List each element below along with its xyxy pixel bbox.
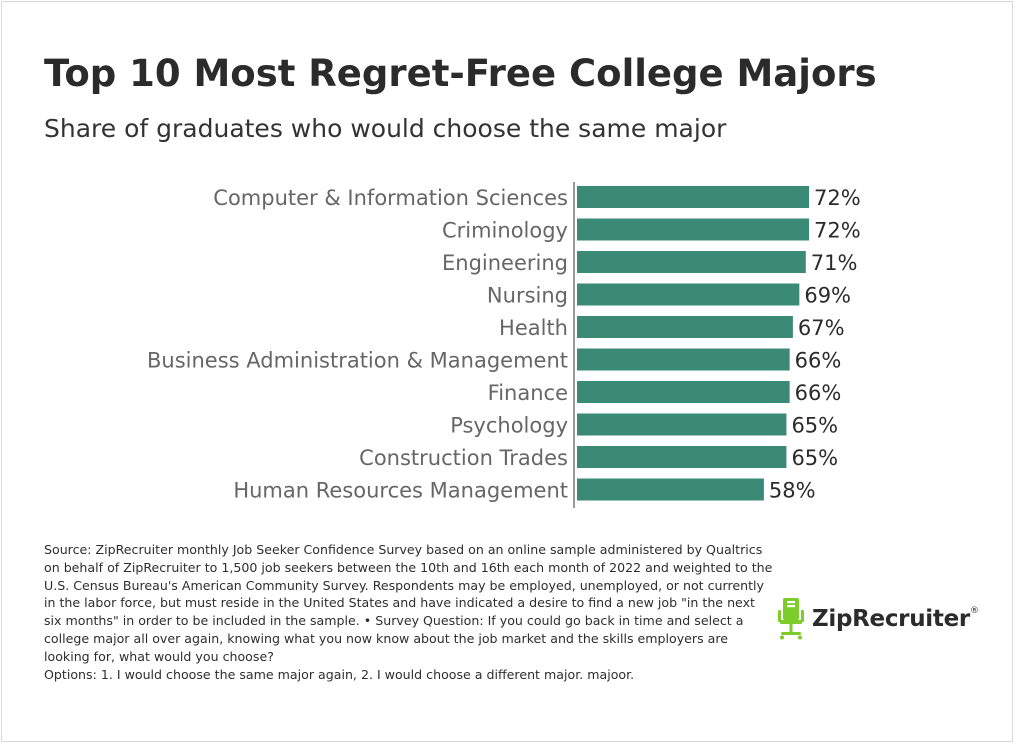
bar [577,218,809,241]
value-label: 66% [795,349,842,373]
chart-subtitle: Share of graduates who would choose the … [44,114,727,143]
category-label: Psychology [450,414,568,438]
category-label: Nursing [487,284,568,308]
value-label: 65% [791,446,838,470]
bar [577,381,790,403]
category-label: Business Administration & Management [147,349,568,373]
source-options: Options: 1. I would choose the same majo… [44,666,635,682]
bar [577,251,806,273]
category-label: Health [499,316,568,340]
category-label: Criminology [442,219,568,243]
category-label: Computer & Information Sciences [213,186,568,210]
bar [577,446,787,468]
bar [577,348,790,371]
bar [577,186,809,208]
value-label: 66% [795,381,842,405]
source-note: Source: ZipRecruiter monthly Job Seeker … [44,541,774,683]
category-label: Finance [488,381,568,405]
bar [577,478,764,501]
category-label: Engineering [442,251,568,275]
bar [577,283,800,306]
value-label: 71% [811,251,858,275]
value-label: 72% [814,219,861,243]
value-label: 72% [814,186,861,210]
ziprecruiter-logo: ZipRecruiter® [778,597,979,641]
value-label: 58% [769,479,816,503]
value-label: 69% [804,284,851,308]
bar [577,413,787,436]
logo-text: ZipRecruiter® [812,606,979,632]
value-label: 67% [798,316,845,340]
bar [577,316,793,338]
category-label: Construction Trades [359,446,568,470]
chart-title: Top 10 Most Regret-Free College Majors [44,52,877,95]
category-label: Human Resources Management [233,479,568,503]
source-text: Source: ZipRecruiter monthly Job Seeker … [44,542,773,664]
chair-icon [778,598,804,640]
value-label: 65% [791,414,838,438]
